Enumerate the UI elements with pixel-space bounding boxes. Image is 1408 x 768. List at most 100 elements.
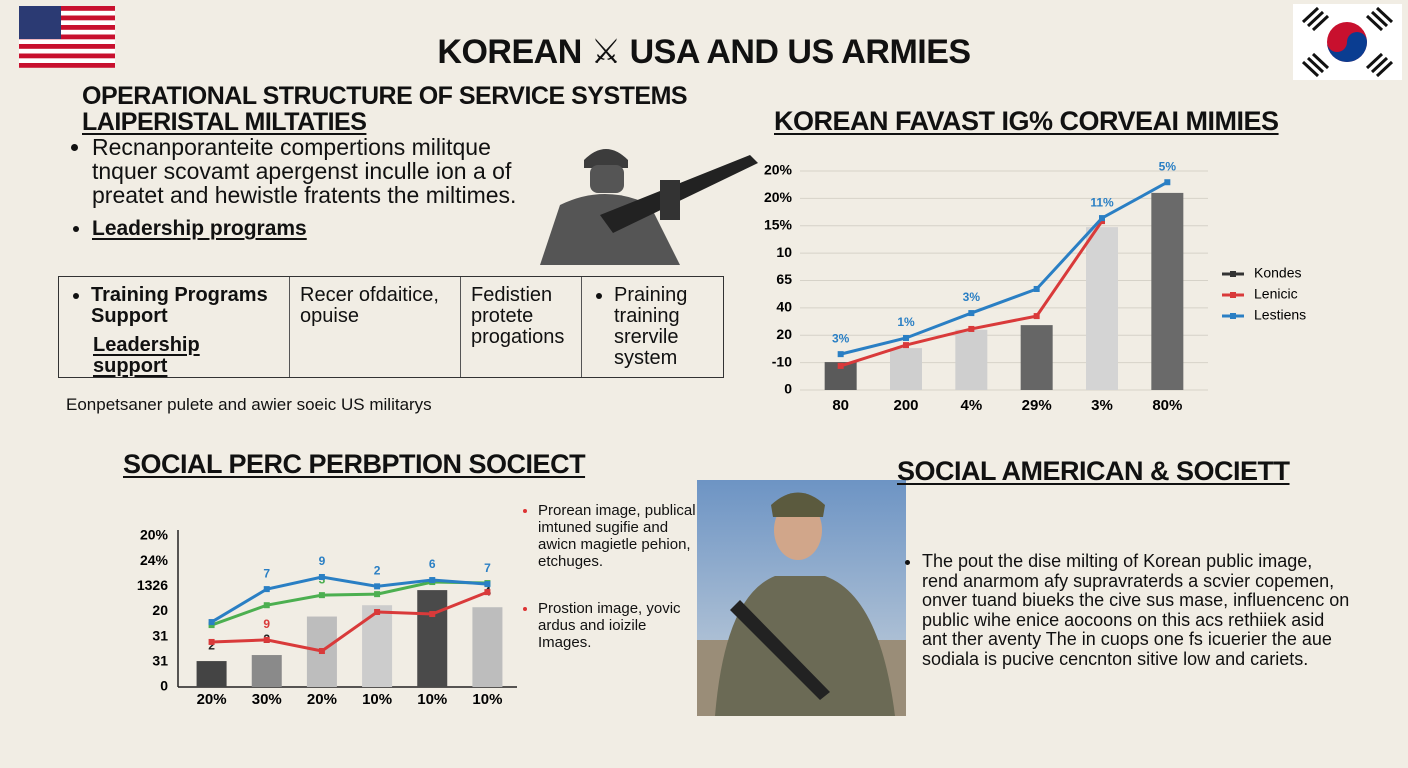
point	[1099, 218, 1105, 225]
data-label: 7	[484, 561, 491, 575]
legend-swatch	[1230, 271, 1236, 277]
point	[374, 609, 381, 616]
box-item: Leadership support	[93, 334, 200, 377]
data-label: 1%	[897, 315, 915, 329]
left-heading: OPERATIONAL STRUCTURE OF SERVICE SYSTEMS	[82, 82, 688, 110]
y-tick-label: 31	[152, 627, 168, 643]
point	[1099, 215, 1105, 222]
y-tick-label: 10	[776, 244, 792, 260]
data-label: 11%	[1090, 195, 1114, 209]
point	[374, 583, 381, 590]
y-tick-label: -10	[772, 353, 792, 369]
bar	[1086, 227, 1118, 390]
point	[484, 581, 491, 588]
legend-swatch	[1230, 292, 1236, 298]
box-item: Training Programs Support	[91, 285, 279, 327]
bar	[251, 655, 282, 687]
x-tick-label: 10%	[362, 691, 392, 708]
box-item: Fedistien protete progations	[471, 284, 565, 348]
y-tick-label: 20	[776, 326, 792, 342]
right-heading: SOCIAL AMERICAN & SOCIETT	[897, 456, 1290, 486]
y-tick-label: 31	[152, 653, 168, 669]
legend-label: Lenicic	[1254, 286, 1298, 302]
point	[903, 342, 909, 349]
data-label: 7	[263, 566, 270, 580]
point	[263, 586, 270, 593]
note: Prostion image, yovic ardus and ioizile …	[538, 600, 698, 651]
point	[318, 592, 325, 599]
y-tick-label: 1326	[137, 577, 168, 593]
point	[484, 589, 491, 596]
left-bullets: Recnanporanteite compertions militque tn…	[70, 135, 562, 241]
x-tick-label: 10%	[472, 691, 502, 708]
box-item: Praining training srervile system	[614, 285, 702, 369]
point	[968, 310, 975, 317]
point	[837, 362, 844, 369]
data-label: 2	[208, 638, 215, 652]
x-tick-label: 80%	[1152, 397, 1182, 414]
chart-title: SOCIAL PERC PERBPTION SOCIECT	[123, 449, 586, 479]
point	[429, 611, 436, 618]
box-column: Fedistien protete progations	[461, 277, 582, 377]
bar	[955, 329, 988, 390]
bar	[1151, 192, 1184, 390]
point	[1033, 313, 1040, 320]
line	[840, 180, 1169, 356]
bullet: Leadership programs	[92, 217, 562, 241]
y-tick-label: 20%	[140, 527, 169, 543]
bar	[417, 590, 448, 687]
point	[1033, 285, 1040, 292]
program-box: Training Programs Support Leadership sup…	[58, 276, 724, 378]
right-text: The pout the dise milting of Korean publ…	[908, 551, 1352, 669]
data-label: 3%	[963, 290, 981, 304]
bar	[196, 661, 227, 687]
data-label: 9	[263, 617, 270, 631]
line	[211, 580, 488, 627]
caption: Eonpetsaner pulete and awier soeic US mi…	[66, 395, 432, 414]
note: Prorean image, publical imtuned sugifie …	[538, 502, 698, 570]
y-tick-label: 15%	[764, 216, 793, 232]
korea-flag	[1293, 4, 1402, 80]
point	[208, 622, 215, 629]
point	[208, 619, 215, 626]
bar	[1020, 325, 1053, 390]
data-label: 5%	[1159, 159, 1177, 173]
data-label: 9	[319, 554, 326, 568]
x-tick-label: 4%	[960, 397, 982, 414]
point	[374, 591, 381, 598]
point	[263, 602, 270, 609]
x-tick-label: 80	[832, 397, 849, 414]
y-tick-label: 20%	[764, 189, 793, 205]
x-tick-label: 29%	[1022, 397, 1052, 414]
point	[208, 638, 215, 645]
y-tick-label: 40	[776, 299, 792, 315]
box-column: Recer ofdaitice, opuise	[290, 277, 461, 377]
data-label: 3%	[832, 331, 850, 345]
point	[263, 636, 270, 643]
y-tick-label: 65	[776, 271, 792, 287]
y-tick-label: 24%	[140, 552, 169, 568]
y-tick-label: 20	[152, 602, 168, 618]
soldier-illustration	[540, 149, 758, 265]
x-tick-label: 20%	[307, 691, 337, 708]
point	[318, 574, 325, 581]
legend-label: Kondes	[1254, 265, 1301, 281]
box-item: Recer ofdaitice, opuise	[300, 284, 439, 327]
box-column: Praining training srervile system	[582, 277, 712, 377]
point	[837, 351, 844, 358]
point	[318, 648, 325, 655]
bar	[362, 605, 393, 687]
left-subheading: LAIPERISTAL MILTATIES	[82, 108, 367, 136]
x-tick-label: 200	[893, 397, 918, 414]
point	[429, 577, 436, 584]
line	[211, 590, 488, 653]
legend-swatch	[1230, 313, 1236, 319]
data-label: 2	[374, 564, 381, 578]
soldier-photo	[697, 480, 906, 716]
y-tick-label: 20%	[764, 162, 793, 178]
x-tick-label: 10%	[417, 691, 447, 708]
y-tick-label: 0	[160, 678, 168, 694]
point	[968, 325, 975, 332]
